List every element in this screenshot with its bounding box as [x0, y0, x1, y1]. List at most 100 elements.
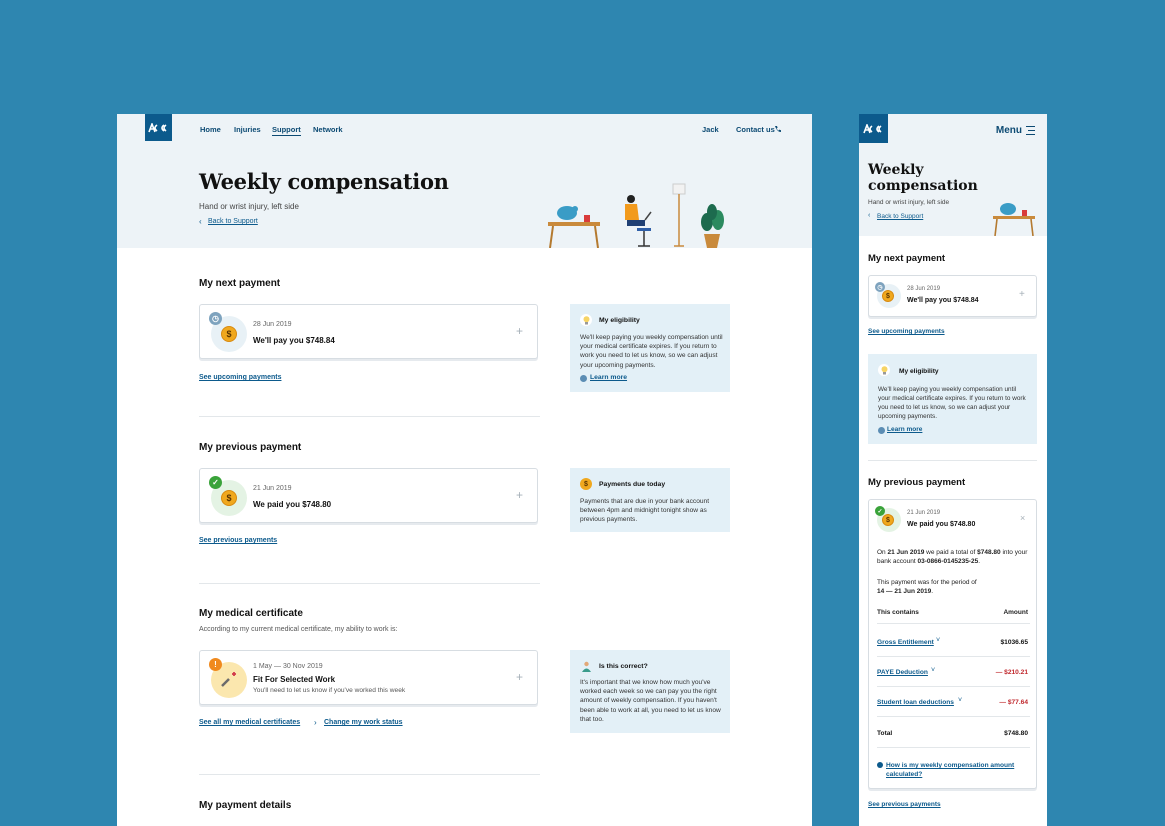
coin-icon: $ [882, 290, 894, 302]
total-label: Total [877, 730, 893, 737]
check-icon: ✓ [875, 506, 885, 516]
chevron-right-icon: › [314, 718, 317, 727]
payment-amount: We paid you $748.80 [907, 521, 976, 528]
expand-icon[interactable]: + [1019, 289, 1025, 300]
eligibility-info-box: My eligibility We'll keep paying you wee… [868, 354, 1037, 444]
certificate-dates: 1 May — 30 Nov 2019 [253, 663, 323, 670]
hamburger-icon[interactable] [1026, 126, 1035, 137]
eligibility-body: We'll keep paying you weekly compensatio… [878, 386, 1026, 420]
divider [199, 416, 540, 417]
payment-period: This payment was for the period of 14 — 2… [877, 579, 977, 595]
payment-amount: We paid you $748.80 [253, 500, 332, 509]
next-payment-heading: My next payment [199, 278, 281, 289]
nav-network[interactable]: Network [313, 125, 343, 134]
is-this-correct-body: It's important that we know how much you… [580, 679, 721, 723]
nav-injuries[interactable]: Injuries [234, 125, 261, 134]
change-work-status-link[interactable]: Change my work status [324, 719, 403, 726]
how-calculated-link[interactable]: How is my weekly compensation amount cal… [886, 762, 1015, 778]
page-title: Weekly compensation [868, 162, 978, 194]
eligibility-body: We'll keep paying you weekly compensatio… [580, 334, 723, 369]
divider [877, 716, 1030, 717]
learn-more-link[interactable]: Learn more [887, 426, 923, 433]
acc-logo[interactable] [145, 114, 172, 141]
mobile-frame: Menu Weekly compensation Hand or wrist i… [859, 114, 1047, 826]
certificate-status: Fit For Selected Work [253, 675, 336, 684]
due-today-heading: Payments due today [599, 481, 666, 488]
clock-icon: ◷ [209, 312, 222, 325]
is-this-correct-info-box: Is this correct? It's important that we … [570, 650, 730, 733]
gross-entitlement-toggle[interactable]: Gross Entitlement [877, 639, 934, 646]
nav-home[interactable]: Home [200, 125, 221, 134]
eligibility-info-box: My eligibility We'll keep paying you wee… [570, 304, 730, 392]
eligibility-heading: My eligibility [599, 317, 640, 324]
chevron-down-icon[interactable]: ˅ [958, 697, 963, 704]
divider [877, 686, 1030, 687]
is-this-correct-heading: Is this correct? [599, 663, 648, 670]
close-icon[interactable]: × [1020, 513, 1026, 523]
menu-button[interactable]: Menu [995, 125, 1022, 136]
paye-deduction-value: — $210.21 [995, 669, 1028, 676]
learn-more-link[interactable]: Learn more [590, 374, 628, 381]
expand-icon[interactable]: + [516, 324, 524, 338]
eligibility-heading: My eligibility [899, 368, 939, 375]
see-upcoming-payments-link[interactable]: See upcoming payments [868, 328, 945, 335]
next-payment-card[interactable]: $ ◷ 28 Jun 2019 We'll pay you $748.84 + [199, 304, 538, 359]
payment-amount: We'll pay you $748.84 [907, 297, 979, 304]
lightbulb-icon [580, 314, 592, 326]
payment-icon: $ ✓ [875, 506, 901, 532]
acc-logo[interactable] [859, 114, 888, 143]
chevron-down-icon[interactable]: ˅ [936, 637, 941, 644]
lightbulb-icon [878, 364, 890, 376]
phone-icon [775, 126, 781, 132]
divider [877, 656, 1030, 657]
see-previous-payments-link[interactable]: See previous payments [199, 537, 278, 544]
check-icon: ✓ [209, 476, 222, 489]
medical-certificate-card[interactable]: ! 1 May — 30 Nov 2019 Fit For Selected W… [199, 650, 538, 705]
chevron-down-icon[interactable]: ˅ [931, 667, 936, 674]
previous-payment-expanded-card[interactable]: $ ✓ 21 Jun 2019 We paid you $748.80 × On… [868, 499, 1037, 789]
payment-icon: $ ◷ [875, 282, 901, 308]
back-to-support-link[interactable]: Back to Support [877, 213, 924, 220]
payment-icon: $ ◷ [209, 312, 247, 352]
page-title: Weekly compensation [199, 169, 449, 194]
chevron-left-icon: ‹ [199, 217, 202, 226]
arrow-circle-icon [878, 427, 885, 434]
nav-contact[interactable]: Contact us [736, 125, 775, 134]
coin-icon: $ [221, 326, 237, 342]
coin-icon: $ [580, 478, 592, 490]
back-to-support-link[interactable]: Back to Support [208, 218, 258, 225]
payment-date: 28 Jun 2019 [907, 286, 941, 292]
previous-payment-heading: My previous payment [199, 442, 302, 453]
expand-icon[interactable]: + [516, 488, 524, 502]
payment-date: 21 Jun 2019 [907, 510, 941, 516]
previous-payment-card[interactable]: $ ✓ 21 Jun 2019 We paid you $748.80 + [199, 468, 538, 523]
medical-icon: ! [209, 658, 247, 698]
coin-icon: $ [882, 514, 894, 526]
paye-deduction-toggle[interactable]: PAYE Deduction [877, 669, 928, 676]
next-payment-card[interactable]: $ ◷ 28 Jun 2019 We'll pay you $748.84 + [868, 275, 1037, 317]
nav-support[interactable]: Support [272, 125, 301, 136]
payment-amount: We'll pay you $748.84 [253, 336, 335, 345]
medical-certificate-heading: My medical certificate [199, 608, 303, 619]
see-previous-payments-link[interactable]: See previous payments [868, 801, 941, 808]
payment-icon: $ ✓ [209, 476, 247, 516]
warning-icon: ! [209, 658, 222, 671]
nav-user[interactable]: Jack [702, 125, 719, 134]
clock-icon: ◷ [875, 282, 885, 292]
page-subtitle: Hand or wrist injury, left side [199, 202, 299, 211]
student-loan-toggle[interactable]: Student loan deductions [877, 699, 954, 706]
divider [199, 774, 540, 775]
payment-date: 28 Jun 2019 [253, 321, 292, 328]
payment-details-heading: My payment details [199, 800, 292, 811]
see-all-certificates-link[interactable]: See all my medical certificates [199, 719, 301, 726]
hero-banner: Home Injuries Support Network Jack Conta… [117, 114, 812, 248]
payment-summary: On 21 Jun 2019 we paid a total of $748.8… [877, 549, 1028, 565]
due-today-info-box: $ Payments due today Payments that are d… [570, 468, 730, 532]
gross-entitlement-value: $1036.65 [1000, 639, 1028, 646]
see-upcoming-payments-link[interactable]: See upcoming payments [199, 374, 282, 381]
person-icon [580, 660, 592, 672]
expand-icon[interactable]: + [516, 670, 524, 684]
divider [199, 583, 540, 584]
office-illustration [548, 183, 724, 248]
page-subtitle: Hand or wrist injury, left side [868, 199, 950, 206]
